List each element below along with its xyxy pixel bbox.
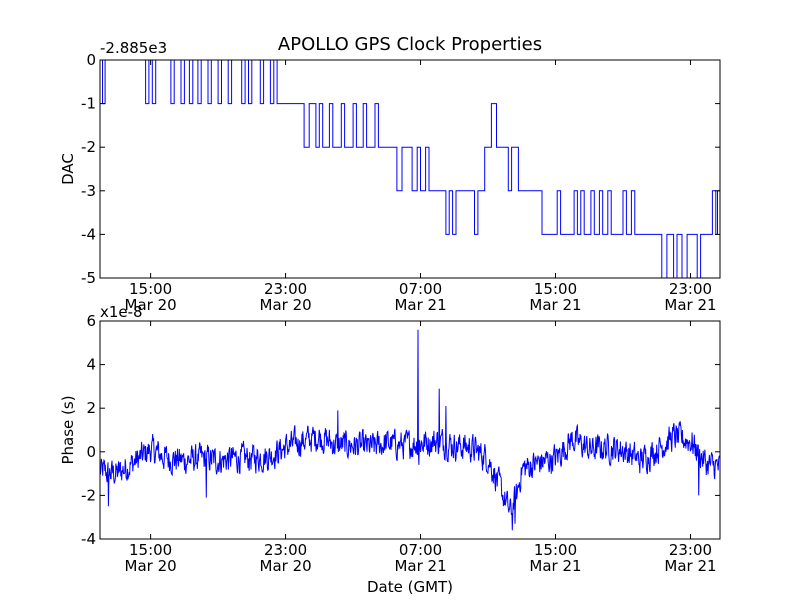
dac-x-tick-time: 07:00 (399, 280, 442, 298)
dac-y-tick-label: -1 (81, 95, 96, 113)
phase-x-tick-date: Mar 21 (529, 557, 581, 575)
phase-offset-text: x1e-8 (100, 303, 143, 321)
phase-x-tick-time: 15:00 (534, 541, 577, 559)
chart-title: APOLLO GPS Clock Properties (278, 34, 542, 55)
dac-x-tick-time: 23:00 (669, 280, 712, 298)
dac-x-tick-time: 15:00 (129, 280, 172, 298)
phase-y-tick-label: 6 (86, 312, 96, 330)
phase-x-axis-label: Date (GMT) (367, 578, 453, 596)
phase-plot-area (99, 329, 721, 531)
phase-y-tick-label: -4 (81, 530, 96, 548)
dac-x-tick-time: 15:00 (534, 280, 577, 298)
phase-y-tick-label: 2 (86, 399, 96, 417)
phase-x-tick-time: 07:00 (399, 541, 442, 559)
phase-axes-frame (99, 320, 721, 540)
phase-x-tick-date: Mar 20 (125, 557, 177, 575)
phase-series-line (99, 329, 721, 531)
phase-x-tick-date: Mar 20 (260, 557, 312, 575)
dac-x-tick-date: Mar 20 (125, 296, 177, 314)
dac-y-tick-label: -2 (81, 138, 96, 156)
dac-series-line (100, 59, 720, 279)
dac-plot-area (100, 59, 720, 279)
dac-x-tick-date: Mar 21 (529, 296, 581, 314)
dac-y-ticks: 0 -1 -2 -3 -4 -5 (81, 51, 720, 287)
dac-y-axis-label: DAC (59, 153, 77, 185)
dac-y-tick-label: 0 (86, 51, 96, 69)
phase-y-tick-label: -2 (81, 486, 96, 504)
dac-y-tick-label: -5 (81, 269, 96, 287)
phase-y-tick-label: 4 (86, 356, 96, 374)
dac-x-tick-time: 23:00 (264, 280, 307, 298)
phase-x-tick-time: 23:00 (264, 541, 307, 559)
phase-y-tick-label: 0 (86, 443, 96, 461)
dac-y-tick-label: -4 (81, 225, 96, 243)
phase-x-tick-date: Mar 21 (664, 557, 716, 575)
phase-x-tick-time: 15:00 (129, 541, 172, 559)
dac-axes-frame (99, 59, 721, 279)
dac-panel: APOLLO GPS Clock Properties -2.885e3 0 -1… (59, 34, 721, 314)
dac-x-tick-date: Mar 20 (260, 296, 312, 314)
phase-y-axis-label: Phase (s) (59, 395, 77, 464)
dac-x-tick-date: Mar 21 (664, 296, 716, 314)
dac-offset-text: -2.885e3 (100, 39, 167, 57)
phase-x-tick-time: 23:00 (669, 541, 712, 559)
dac-y-tick-label: -3 (81, 182, 96, 200)
phase-x-tick-date: Mar 21 (394, 557, 446, 575)
dac-x-tick-date: Mar 21 (394, 296, 446, 314)
